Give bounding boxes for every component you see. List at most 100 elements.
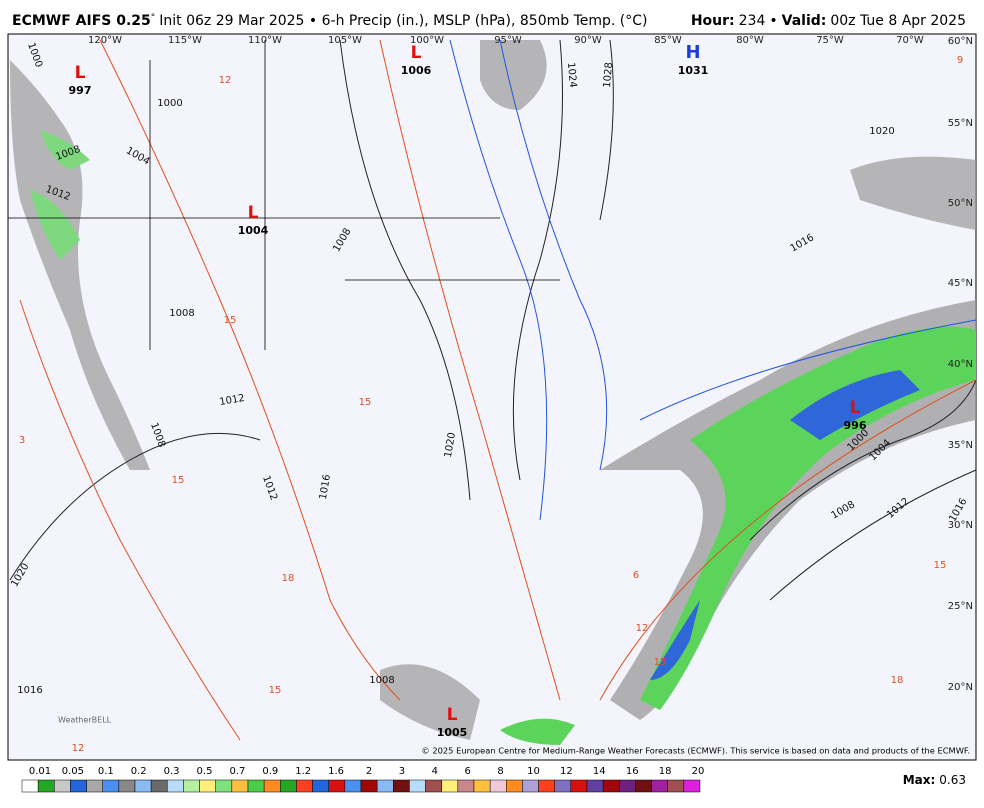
- max-value: Max: 0.63: [903, 773, 966, 787]
- pressure-center-letter: L: [411, 43, 422, 63]
- colorbar-label: 18: [659, 766, 672, 777]
- isobar-label: 1012: [219, 393, 246, 408]
- colorbar-swatch: [554, 779, 572, 793]
- colorbar-swatch: [522, 779, 539, 793]
- latitude-label: 25°N: [948, 601, 973, 612]
- colorbar-swatch: [183, 779, 200, 793]
- longitude-label: 90°W: [574, 35, 602, 46]
- colorbar-swatch: [360, 779, 378, 793]
- colorbar-swatch: [376, 779, 394, 793]
- isobar-label: 1016: [318, 474, 333, 501]
- temperature-label: 15: [654, 657, 667, 668]
- temperature-label: 15: [269, 685, 282, 696]
- colorbar-swatch: [344, 779, 362, 793]
- colorbar-label: 10: [527, 766, 540, 777]
- text-part: ECMWF AIFS 0.25: [12, 13, 151, 29]
- temperature-label: 3: [19, 435, 25, 446]
- latitude-label: 35°N: [948, 440, 973, 451]
- pressure-center-value: 1006: [401, 64, 432, 77]
- longitude-label: 80°W: [736, 35, 764, 46]
- latitude-label: 20°N: [948, 682, 973, 693]
- header-right: Hour: 234 • Valid: 00z Tue 8 Apr 2025: [691, 13, 966, 29]
- temperature-label: 12: [219, 75, 232, 86]
- colorbar-swatch: [312, 779, 329, 793]
- colorbar-swatch: [21, 779, 39, 793]
- text-part: 234: [739, 13, 766, 29]
- pressure-center-letter: L: [850, 398, 861, 418]
- colorbar-swatch: [86, 779, 103, 793]
- temperature-label: 6: [633, 570, 639, 581]
- longitude-label: 95°W: [494, 35, 522, 46]
- colorbar-label: 3: [399, 766, 405, 777]
- colorbar-swatch: [667, 779, 685, 793]
- pressure-center-value: 1004: [238, 224, 269, 237]
- longitude-label: 105°W: [328, 35, 362, 46]
- logo: WeatherBELL: [58, 716, 112, 725]
- temperature-label: 12: [72, 743, 85, 754]
- colorbar-swatch: [199, 779, 216, 793]
- colorbar-swatch: [538, 779, 555, 793]
- latitude-label: 30°N: [948, 520, 973, 531]
- text-part: Max:: [903, 773, 936, 787]
- colorbar-swatch: [619, 779, 636, 793]
- isobar-label: 1028: [602, 62, 615, 88]
- colorbar-swatch: [263, 779, 281, 793]
- pressure-center-value: 1031: [678, 64, 709, 77]
- colorbar-swatch: [635, 779, 652, 793]
- text-part: •: [769, 13, 777, 29]
- colorbar-swatch: [37, 779, 55, 793]
- longitude-label: 115°W: [168, 35, 202, 46]
- temperature-label: 9: [957, 55, 963, 66]
- colorbar-swatch: [247, 779, 265, 793]
- colorbar-swatch: [118, 779, 136, 793]
- colorbar-label: 1.2: [295, 766, 311, 777]
- colorbar-label: 20: [692, 766, 705, 777]
- colorbar-swatch: [393, 779, 410, 793]
- contours: [8, 39, 977, 741]
- isobar-label: 1008: [169, 308, 194, 319]
- longitude-label: 75°W: [816, 35, 844, 46]
- isobar-label: 1016: [17, 685, 42, 696]
- copyright: © 2025 European Centre for Medium-Range …: [421, 746, 970, 756]
- colorbar-label: 14: [593, 766, 606, 777]
- colorbar-swatch: [328, 779, 346, 793]
- temperature-label: 15: [934, 560, 947, 571]
- colorbar-swatch: [167, 779, 184, 793]
- text-part: Init 06z 29 Mar 2025 • 6-h Precip (in.),…: [159, 13, 647, 29]
- pressure-center-letter: L: [447, 705, 458, 725]
- colorbar-swatch: [457, 779, 475, 793]
- colorbar-label: 16: [626, 766, 639, 777]
- isobar-label: 1020: [443, 432, 458, 459]
- temperature-label: 15: [172, 475, 185, 486]
- text-part: Valid:: [782, 13, 827, 29]
- temperature-label: 15: [359, 397, 372, 408]
- colorbar-swatch: [602, 779, 620, 793]
- text-part: °: [151, 13, 156, 23]
- text-part: 0.63: [939, 773, 966, 787]
- colorbar-label: 8: [497, 766, 503, 777]
- text-part: 00z Tue 8 Apr 2025: [830, 13, 966, 29]
- colorbar-swatch: [134, 779, 152, 793]
- isobar-label: 1020: [869, 126, 894, 137]
- longitude-label: 85°W: [654, 35, 682, 46]
- colorbar-swatch: [54, 779, 71, 793]
- latitude-label: 60°N: [948, 36, 973, 47]
- colorbar-swatch: [215, 779, 233, 793]
- colorbar-label: 6: [465, 766, 471, 777]
- pressure-center-value: 1005: [437, 726, 468, 739]
- isobar-label: 1024: [565, 62, 578, 88]
- colorbar-swatch: [489, 779, 507, 793]
- pressure-center-letter: H: [685, 42, 700, 63]
- latitude-label: 45°N: [948, 278, 973, 289]
- colorbar-label: 4: [432, 766, 438, 777]
- latitude-label: 55°N: [948, 118, 973, 129]
- colorbar-swatch: [683, 779, 701, 793]
- isobar-label: 1000: [157, 98, 182, 109]
- colorbar-label: 1.6: [328, 766, 344, 777]
- colorbar-swatch: [102, 779, 120, 793]
- longitude-label: 100°W: [410, 35, 444, 46]
- colorbar-swatch: [231, 779, 249, 793]
